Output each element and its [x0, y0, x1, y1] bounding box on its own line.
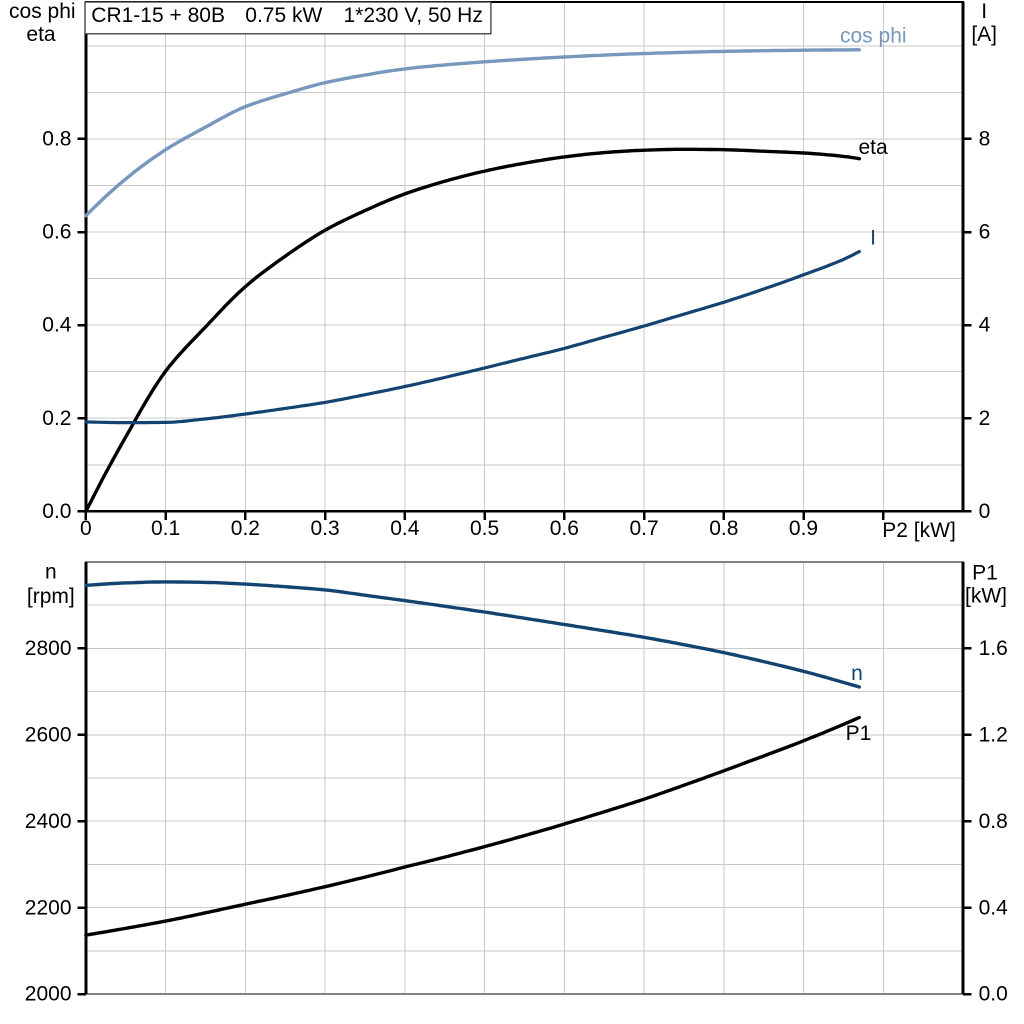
svg-text:0.4: 0.4: [390, 517, 420, 540]
svg-text:eta: eta: [859, 136, 889, 159]
svg-text:2400: 2400: [25, 810, 72, 833]
svg-text:2600: 2600: [25, 723, 72, 746]
svg-text:0: 0: [979, 500, 991, 523]
svg-text:0.8: 0.8: [42, 128, 71, 151]
svg-text:0.8: 0.8: [979, 810, 1008, 833]
svg-text:P1: P1: [846, 722, 872, 745]
svg-text:0.6: 0.6: [42, 221, 71, 244]
svg-text:0: 0: [80, 517, 92, 540]
svg-text:[A]: [A]: [971, 23, 997, 46]
svg-text:I: I: [981, 0, 987, 23]
svg-text:eta: eta: [26, 23, 56, 46]
svg-text:P1: P1: [972, 562, 998, 585]
svg-text:2200: 2200: [25, 896, 72, 919]
svg-text:P2 [kW]: P2 [kW]: [882, 519, 956, 542]
svg-text:0.9: 0.9: [789, 517, 818, 540]
svg-text:0.75 kW: 0.75 kW: [245, 4, 322, 27]
svg-text:0.5: 0.5: [470, 517, 499, 540]
svg-text:0.2: 0.2: [231, 517, 260, 540]
svg-text:0.8: 0.8: [709, 517, 738, 540]
svg-text:0.6: 0.6: [550, 517, 579, 540]
svg-text:I: I: [870, 227, 876, 250]
svg-text:0.4: 0.4: [42, 314, 72, 337]
svg-text:0.4: 0.4: [979, 896, 1009, 919]
svg-text:0.0: 0.0: [979, 983, 1008, 1006]
svg-text:2000: 2000: [25, 983, 72, 1006]
svg-text:0.0: 0.0: [42, 500, 71, 523]
svg-text:CR1-15 + 80B: CR1-15 + 80B: [91, 4, 225, 27]
svg-text:1.2: 1.2: [979, 723, 1008, 746]
svg-text:0.1: 0.1: [151, 517, 180, 540]
svg-text:n: n: [45, 560, 57, 583]
svg-text:1*230 V, 50 Hz: 1*230 V, 50 Hz: [344, 4, 483, 27]
svg-text:[rpm]: [rpm]: [27, 585, 75, 608]
svg-text:[kW]: [kW]: [965, 585, 1007, 608]
svg-text:n: n: [851, 662, 863, 685]
svg-text:6: 6: [979, 221, 991, 244]
svg-text:0.7: 0.7: [629, 517, 658, 540]
svg-text:1.6: 1.6: [979, 637, 1008, 660]
svg-text:4: 4: [979, 314, 991, 337]
svg-text:2: 2: [979, 407, 991, 430]
svg-text:cos phi: cos phi: [840, 25, 907, 48]
svg-text:8: 8: [979, 128, 991, 151]
svg-text:0.3: 0.3: [310, 517, 339, 540]
svg-text:2800: 2800: [25, 637, 72, 660]
svg-text:0.2: 0.2: [42, 407, 71, 430]
svg-text:cos phi: cos phi: [9, 0, 76, 23]
